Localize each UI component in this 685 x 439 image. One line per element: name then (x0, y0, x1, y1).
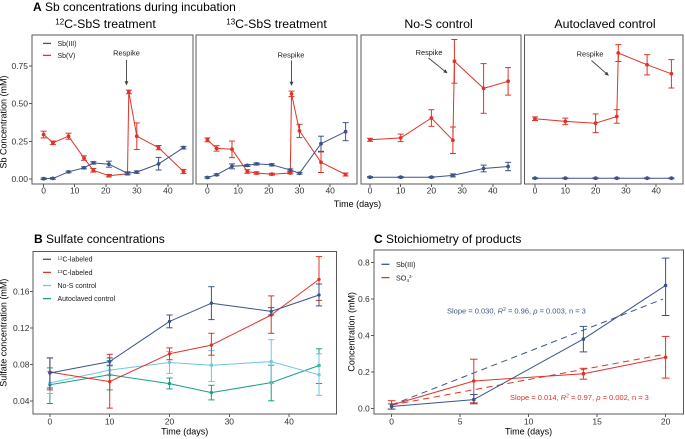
svg-text:30: 30 (457, 186, 467, 196)
svg-text:0.04: 0.04 (13, 396, 30, 406)
svg-text:13C-labeled: 13C-labeled (58, 269, 93, 277)
svg-text:SO42-: SO42- (396, 273, 413, 284)
svg-text:0.0: 0.0 (358, 403, 370, 413)
svg-text:B Sulfate concentrations: B Sulfate concentrations (34, 232, 165, 246)
svg-text:10: 10 (70, 186, 80, 196)
svg-text:40: 40 (163, 186, 173, 196)
svg-text:Slope = 0.030, R2 = 0.96, ρ =: Slope = 0.030, R2 = 0.96, ρ = 0.003, n =… (447, 307, 586, 316)
svg-text:0.2: 0.2 (358, 367, 370, 377)
svg-text:No-S control: No-S control (58, 283, 97, 290)
svg-text:0.75: 0.75 (11, 61, 28, 71)
svg-text:C Stoichiometry of products: C Stoichiometry of products (374, 232, 521, 246)
svg-text:Sb(V): Sb(V) (58, 53, 76, 60)
svg-text:0: 0 (368, 186, 373, 196)
svg-text:Sb(III): Sb(III) (396, 260, 416, 269)
svg-text:40: 40 (488, 186, 498, 196)
svg-text:Time (days): Time (days) (161, 427, 208, 437)
svg-text:30: 30 (225, 416, 235, 426)
svg-text:0: 0 (389, 416, 394, 426)
svg-text:30: 30 (621, 186, 631, 196)
svg-text:Sb(III): Sb(III) (58, 41, 77, 48)
svg-text:Respike: Respike (113, 49, 140, 58)
svg-text:40: 40 (325, 186, 335, 196)
svg-text:40: 40 (651, 186, 661, 196)
svg-text:10: 10 (524, 416, 534, 426)
svg-text:0.16: 0.16 (13, 286, 30, 296)
svg-text:12C-SbS treatment: 12C-SbS treatment (55, 17, 156, 31)
svg-text:0: 0 (48, 416, 53, 426)
svg-text:10: 10 (561, 186, 571, 196)
svg-text:0: 0 (533, 186, 538, 196)
svg-text:0.08: 0.08 (13, 359, 30, 369)
svg-text:12C-labeled: 12C-labeled (58, 256, 93, 264)
svg-text:30: 30 (295, 186, 305, 196)
svg-text:0.12: 0.12 (13, 323, 30, 333)
svg-text:20: 20 (264, 186, 274, 196)
svg-text:20: 20 (591, 186, 601, 196)
svg-text:20: 20 (165, 416, 175, 426)
svg-text:Time (days): Time (days) (334, 199, 381, 209)
svg-text:20: 20 (427, 186, 437, 196)
svg-text:40: 40 (284, 416, 294, 426)
svg-text:Respike: Respike (278, 50, 305, 59)
svg-text:10: 10 (105, 416, 115, 426)
svg-text:Time (days): Time (days) (505, 427, 552, 437)
svg-text:0.00: 0.00 (11, 174, 28, 184)
svg-text:Autoclaved control: Autoclaved control (58, 296, 116, 303)
svg-text:0.6: 0.6 (358, 294, 370, 304)
svg-text:20: 20 (661, 416, 671, 426)
svg-text:10: 10 (396, 186, 406, 196)
svg-text:10: 10 (233, 186, 243, 196)
svg-text:5: 5 (458, 416, 463, 426)
svg-text:0.8: 0.8 (358, 258, 370, 268)
svg-text:Sb Concentration (mM): Sb Concentration (mM) (0, 75, 9, 168)
svg-text:Concentration (mM): Concentration (mM) (347, 292, 357, 372)
svg-text:A Sb concentrations during inc: A Sb concentrations during incubation (33, 0, 236, 14)
svg-text:Slope = 0.014, R2 = 0.97, ρ =: Slope = 0.014, R2 = 0.97, ρ = 0.002, n =… (510, 393, 649, 402)
svg-text:15: 15 (592, 416, 602, 426)
svg-text:0.50: 0.50 (11, 99, 28, 109)
svg-text:No-S control: No-S control (404, 17, 472, 31)
svg-text:Sulfate concentration (mM): Sulfate concentration (mM) (0, 279, 9, 387)
svg-text:13C-SbS treatment: 13C-SbS treatment (226, 17, 327, 31)
svg-text:Autoclaved control: Autoclaved control (554, 17, 655, 31)
svg-text:30: 30 (132, 186, 142, 196)
svg-text:0: 0 (41, 186, 46, 196)
svg-text:0: 0 (205, 186, 210, 196)
svg-text:Respike: Respike (416, 48, 443, 57)
svg-text:0.4: 0.4 (358, 331, 370, 341)
svg-text:Respike: Respike (577, 50, 604, 59)
svg-text:0.25: 0.25 (11, 136, 28, 146)
svg-text:20: 20 (101, 186, 111, 196)
